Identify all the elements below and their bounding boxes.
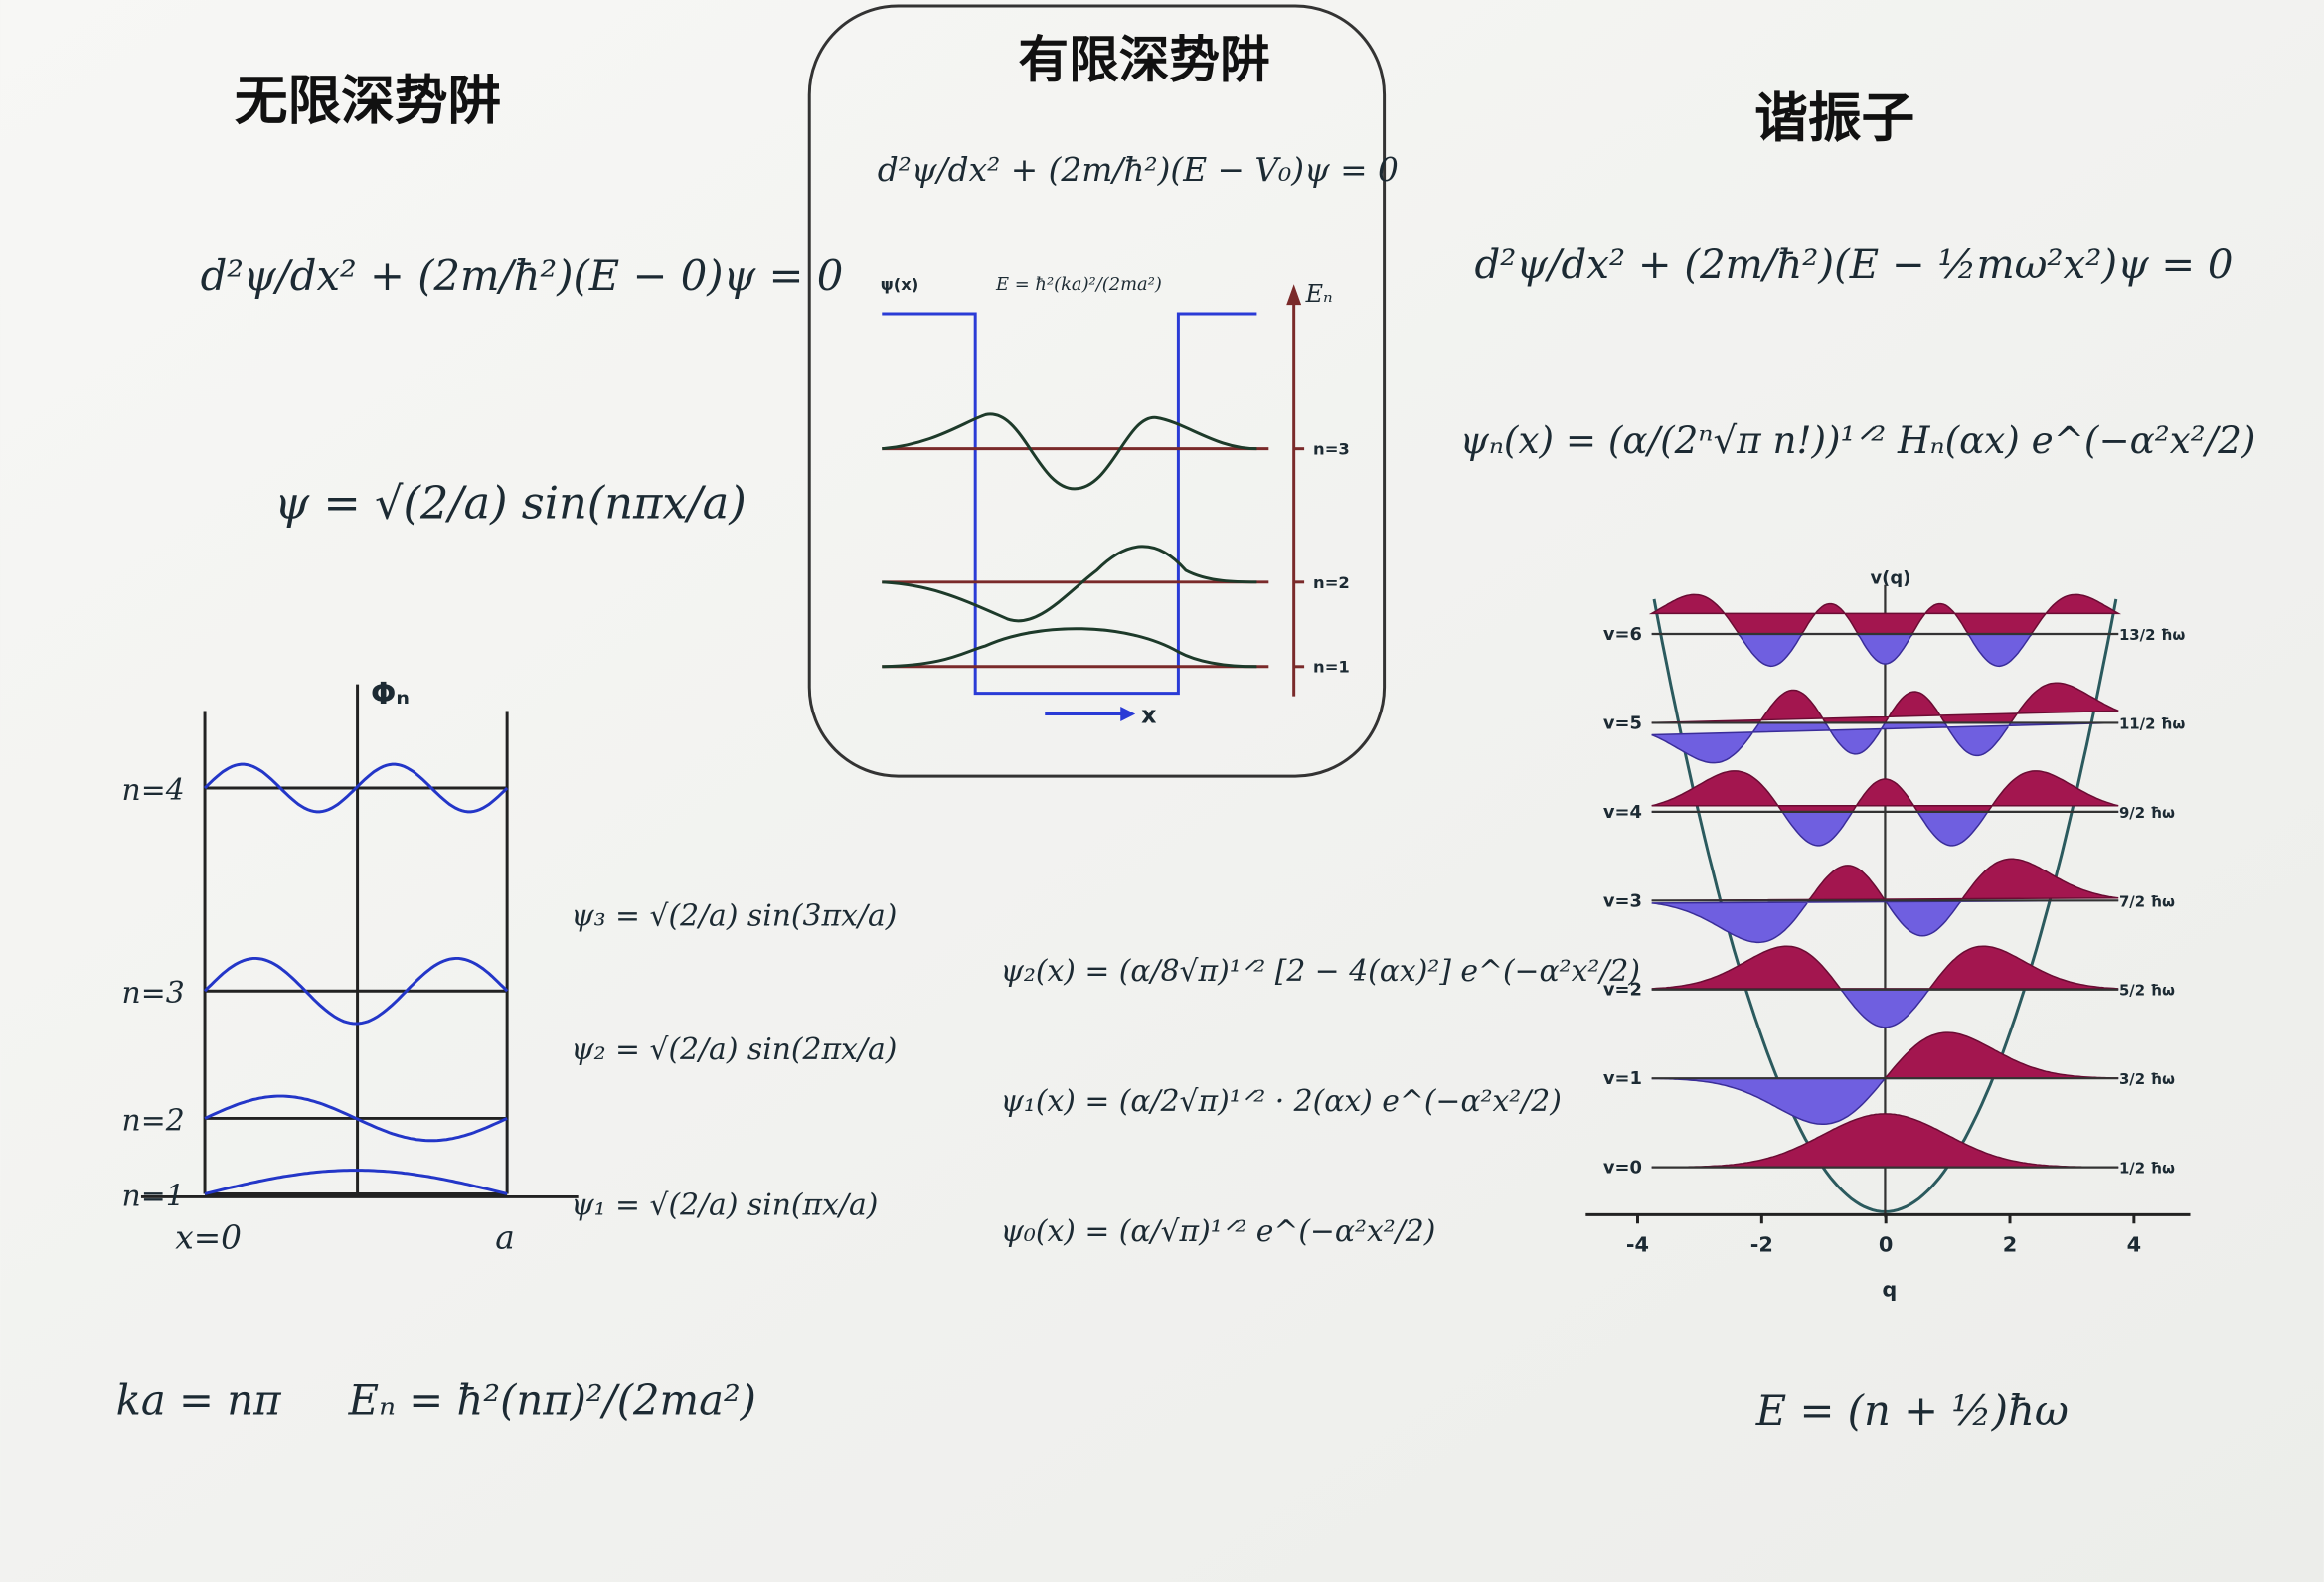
- x-tick-label: 2: [2003, 1233, 2018, 1257]
- energy-label: 9/2 ħω: [2119, 804, 2175, 822]
- x-tick-label: 4: [2127, 1233, 2142, 1257]
- right-equation: d²ψ/dx² + (2m/ħ²)(E − ½mω²x²)ψ = 0: [1475, 242, 2234, 288]
- wave: [882, 627, 1257, 669]
- energy-label: 1/2 ħω: [2119, 1160, 2175, 1178]
- psi-label: ψ(x): [881, 275, 919, 294]
- level-label: v=2: [1603, 980, 1642, 1001]
- level-label: v=4: [1603, 802, 1642, 823]
- level-label: n=4: [122, 773, 185, 808]
- energy-label: 13/2 ħω: [2119, 626, 2185, 644]
- level-label: n=2: [122, 1103, 185, 1138]
- middle-frame: [807, 4, 1387, 778]
- x-label: x=0: [175, 1219, 242, 1257]
- axis-label: Φₙ: [371, 677, 410, 712]
- left-title: 无限深势阱: [235, 69, 501, 131]
- energy-label: 7/2 ħω: [2119, 892, 2175, 910]
- level-label: v=5: [1603, 712, 1642, 733]
- wave: [203, 956, 509, 1026]
- level-label: n=1: [122, 1179, 185, 1213]
- level-label: n=3: [1313, 440, 1350, 459]
- level-label: v=6: [1603, 624, 1642, 645]
- level-label: v=0: [1603, 1158, 1642, 1179]
- x-tick-label: -4: [1626, 1233, 1649, 1257]
- energy-label: 3/2 ħω: [2119, 1070, 2175, 1088]
- level-label: n=2: [1313, 573, 1350, 592]
- wave: [204, 1169, 508, 1195]
- wave-positive: [1651, 770, 2119, 813]
- potential-well: [882, 312, 1257, 696]
- right-solution: ψₙ(x) = (α/(2ⁿ√π n!))¹ᐟ² Hₙ(αx) e^(−α²x²…: [1460, 418, 2256, 462]
- wave-positive: [1651, 1113, 2119, 1169]
- right-title: 谐振子: [1754, 86, 1914, 149]
- state-formula: ψ₂ = √(2/a) sin(2πx/a): [571, 1032, 897, 1067]
- x-label: x: [1141, 701, 1157, 728]
- middle-plot: [882, 284, 1302, 721]
- axis-label: v(q): [1871, 567, 1911, 588]
- state-formula: ψ₃ = √(2/a) sin(3πx/a): [571, 899, 897, 934]
- energy-label: 11/2 ħω: [2119, 714, 2185, 732]
- level-label: n=1: [1313, 658, 1350, 677]
- wave: [204, 1094, 508, 1143]
- arrow: [1286, 284, 1302, 306]
- state-formula: ψ₂(x) = (α/8√π)¹ᐟ² [2 − 4(αx)²] e^(−α²x²…: [1001, 954, 1640, 989]
- middle-title: 有限深势阱: [1018, 31, 1269, 89]
- state-formula: ψ₀(x) = (α/√π)¹ᐟ² e^(−α²x²/2): [1001, 1214, 1436, 1249]
- energy-label: 5/2 ħω: [2119, 982, 2175, 1000]
- x-tick-label: 0: [1879, 1233, 1894, 1257]
- x-label: q: [1882, 1277, 1897, 1301]
- arrow: [1120, 707, 1136, 721]
- x-tick-label: -2: [1750, 1233, 1773, 1257]
- quantization: ka = nπ: [116, 1376, 282, 1425]
- middle-equation: d²ψ/dx² + (2m/ħ²)(E − V₀)ψ = 0: [878, 151, 1399, 189]
- wave: [882, 412, 1257, 491]
- state-formula: ψ₁(x) = (α/2√π)¹ᐟ² · 2(αx) e^(−α²x²/2): [1001, 1084, 1562, 1119]
- level-label: n=3: [122, 976, 185, 1011]
- left-energy: Eₙ = ħ²(nπ)²/(2ma²): [348, 1376, 756, 1425]
- left-equation: d²ψ/dx² + (2m/ħ²)(E − 0)ψ = 0: [201, 251, 844, 300]
- wave: [882, 545, 1257, 623]
- left-solution: ψ = √(2/a) sin(nπx/a): [274, 477, 747, 530]
- state-formula: ψ₁ = √(2/a) sin(πx/a): [571, 1187, 878, 1222]
- x-label: a: [495, 1219, 515, 1257]
- energy-formula: E = ħ²(ka)²/(2ma²): [995, 274, 1162, 295]
- energy-axis-label: Eₙ: [1305, 280, 1333, 308]
- level-label: v=3: [1603, 890, 1642, 911]
- left-plot: [140, 684, 579, 1198]
- wave: [203, 762, 509, 814]
- level-label: v=1: [1603, 1068, 1642, 1089]
- right-energy: E = (n + ½)ħω: [1755, 1386, 2069, 1435]
